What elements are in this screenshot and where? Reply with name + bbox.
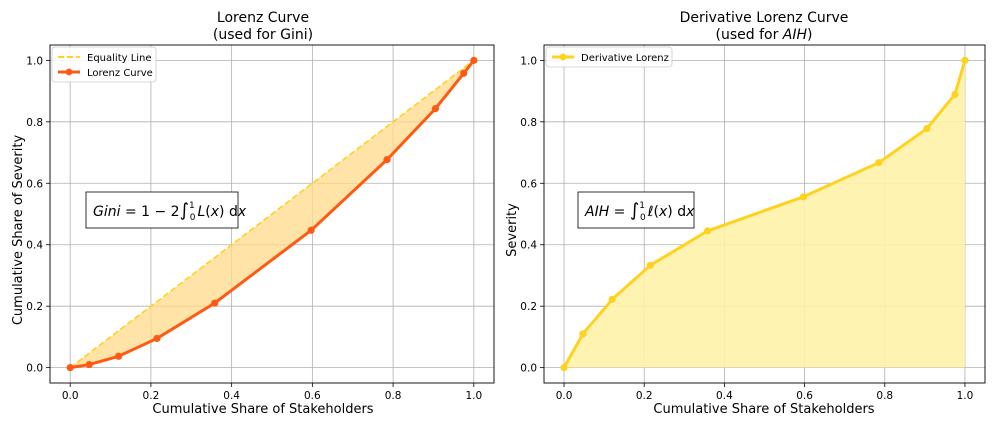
lorenz-curve-point: [470, 56, 478, 64]
legend: Equality Line Lorenz Curve: [51, 46, 157, 83]
lorenz-curve-point: [153, 334, 161, 343]
y-tick-label: 0.6: [26, 178, 43, 190]
formula-box: [577, 191, 695, 229]
x-tick-label: 0.6: [796, 390, 813, 402]
y-tick-label: 0.0: [520, 363, 537, 375]
legend-label-lorenz: Lorenz Curve: [87, 68, 153, 79]
x-tick-label: 1.0: [957, 390, 974, 402]
x-axis-label: Cumulative Share of Stakeholders: [152, 402, 373, 417]
legend-marker-derivative: [559, 53, 567, 61]
derivative-lorenz-point: [579, 330, 587, 338]
x-tick-label: 0.2: [636, 390, 653, 402]
lorenz-curve-line: [69, 59, 475, 370]
lorenz-panel: 0.0 0.2 0.4 0.6 0.8 1.0 0.0 0.2 0.4 0.6 0.8 1.0 Lor…: [11, 10, 495, 417]
derivative-lorenz-point: [608, 295, 616, 304]
y-tick-label: 0.4: [26, 240, 43, 252]
plot-frame: [543, 44, 986, 384]
lorenz-curve-point: [383, 156, 391, 164]
y-tick-label: 0.4: [520, 240, 537, 252]
formula-annotation: Gini = 1 − 2∫1 0 L(x) dx: [85, 191, 247, 229]
x-tick-label: 0.2: [143, 390, 160, 402]
lorenz-curve-point: [66, 364, 74, 372]
chart-subtitle: (used for AIH): [716, 27, 813, 43]
y-axis-label: Cumulative Share of Severity: [11, 135, 26, 326]
formula-text: Gini = 1 − 2∫1 0 L(x) dx: [93, 200, 247, 223]
derivative-lorenz-point: [703, 227, 712, 235]
y-tick-label: 0.2: [26, 301, 43, 313]
subtitle-var: Gini: [280, 27, 308, 43]
lorenz-curve-point: [307, 226, 315, 234]
x-tick-label: 0.4: [223, 390, 240, 402]
derivative-lorenz-point: [560, 364, 568, 372]
derivative-lorenz-point: [961, 56, 969, 64]
x-tick-label: 1.0: [465, 390, 482, 402]
x-tick-label: 0.0: [62, 390, 79, 402]
y-tick-label: 1.0: [520, 55, 537, 67]
legend-box: [545, 46, 673, 68]
subtitle-var: AIH: [782, 27, 808, 43]
x-tick-label: 0.6: [304, 390, 321, 402]
y-tick-label: 1.0: [26, 55, 43, 67]
y-axis-label: Severity: [505, 203, 520, 257]
fill-area: [564, 60, 965, 368]
y-tick-label: 0.2: [520, 301, 537, 313]
derivative-lorenz-point: [646, 261, 654, 269]
derivative-lorenz-panel: 0.0 0.2 0.4 0.6 0.8 1.0 0.0 0.2 0.4 0.6 0.8 1.0 Der…: [505, 10, 986, 417]
chart-title: Lorenz Curve: [217, 10, 309, 26]
derivative-lorenz-point: [799, 193, 807, 201]
derivative-lorenz-point: [875, 159, 883, 167]
x-tick-label: 0.4: [716, 390, 733, 402]
y-tick-label: 0.0: [26, 363, 43, 375]
x-tick-label: 0.8: [385, 390, 402, 402]
x-axis-label: Cumulative Share of Stakeholders: [653, 402, 874, 417]
lorenz-curve-point: [431, 105, 440, 113]
y-tick-label: 0.8: [26, 117, 43, 129]
legend-marker-lorenz: [65, 68, 73, 76]
formula-box: [85, 191, 239, 229]
lorenz-curve-point: [211, 299, 219, 307]
lorenz-curve-point: [115, 352, 123, 360]
equality-line-line: [69, 59, 475, 369]
chart-subtitle: (used for Gini): [213, 27, 313, 43]
x-tick-label: 0.8: [876, 390, 893, 402]
lorenz-curve-point: [460, 69, 468, 77]
area-under-curve: [564, 60, 965, 368]
legend: Derivative Lorenz: [545, 46, 673, 68]
formula-annotation: AIH = ∫1 0 ℓ(x) dx: [577, 191, 695, 229]
x-tick-label: 0.0: [556, 390, 573, 402]
legend-label-derivative: Derivative Lorenz: [581, 53, 669, 64]
derivative-lorenz-line: [562, 59, 967, 369]
chart-title: Derivative Lorenz Curve: [680, 10, 849, 26]
lorenz-curve-point: [85, 360, 93, 369]
derivative-lorenz-point: [951, 90, 959, 99]
legend-label-equality: Equality Line: [87, 53, 152, 64]
derivative-lorenz-point: [923, 124, 931, 133]
y-tick-label: 0.8: [520, 117, 537, 129]
y-tick-label: 0.6: [520, 178, 537, 190]
plot-frame: [49, 44, 495, 384]
